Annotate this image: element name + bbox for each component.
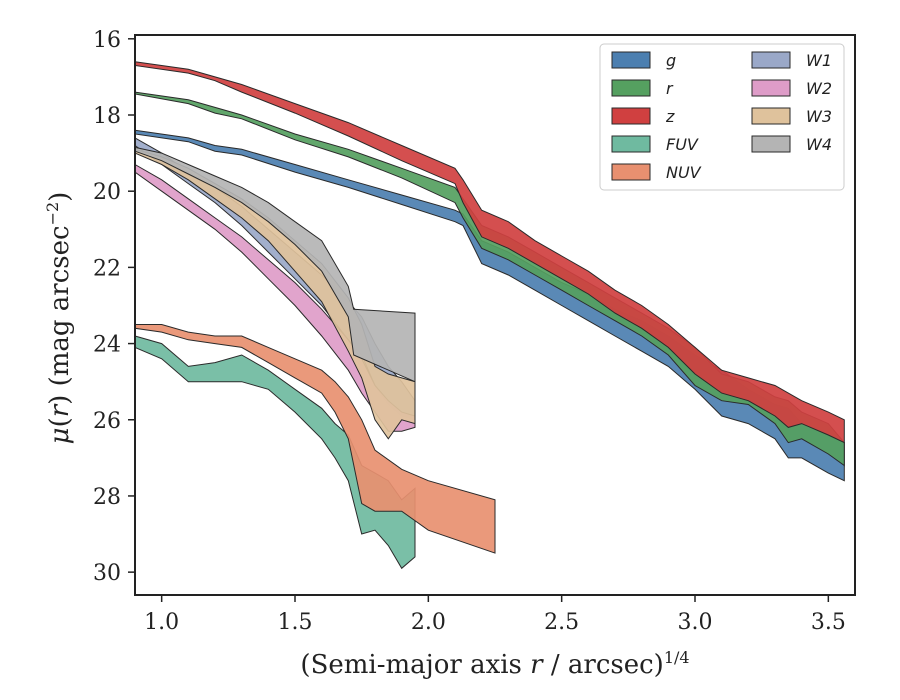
y-tick-label: 22: [93, 256, 121, 281]
x-tick-label: 2.5: [544, 610, 579, 635]
y-tick-label: 16: [93, 28, 121, 53]
legend-label-W4: W4: [806, 135, 832, 154]
x-axis-label: (Semi-major axis r / arcsec)1/4: [300, 648, 689, 680]
x-tick-label: 3.0: [678, 610, 713, 635]
legend-label-W3: W3: [806, 107, 832, 126]
band-FUV: [134, 335, 416, 570]
legend-swatch-W4: [751, 135, 791, 153]
legend-label-g: g: [666, 51, 676, 70]
y-tick-label: 26: [93, 409, 121, 434]
legend-swatch-g: [611, 51, 651, 69]
legend-label-z: z: [665, 107, 675, 126]
y-tick-label: 24: [93, 333, 121, 358]
legend-swatch-W1: [751, 51, 791, 69]
legend: grz FUV NUV W1 W2 W3 W4: [599, 43, 845, 191]
legend-swatch-W3: [751, 107, 791, 125]
legend-label-W1: W1: [806, 51, 832, 70]
x-tick-label: 3.5: [811, 610, 846, 635]
profile-bands: [134, 61, 845, 570]
x-tick-label: 1.5: [278, 610, 313, 635]
x-axis-ticks: 1.0 1.5 2.0 2.5 3.0 3.5: [144, 595, 846, 635]
y-axis-ticks: 16 18 20 22 24 26 28 30: [93, 28, 135, 586]
band-W4: [134, 146, 416, 383]
band-NUV: [134, 324, 496, 554]
band-W2: [134, 163, 416, 432]
y-tick-label: 30: [93, 561, 121, 586]
y-tick-label: 28: [93, 485, 121, 510]
legend-swatch-z: [611, 107, 651, 125]
y-tick-label: 18: [93, 104, 121, 129]
y-axis-label: μ(r) (mag arcsec−2): [43, 192, 75, 445]
legend-swatch-r: [611, 79, 651, 97]
legend-label-r: r: [666, 79, 674, 98]
x-tick-label: 2.0: [411, 610, 446, 635]
legend-swatch-FUV: [611, 135, 651, 153]
x-tick-label: 1.0: [144, 610, 179, 635]
y-tick-label: 20: [93, 180, 121, 205]
band-z: [134, 61, 845, 444]
legend-swatch-W2: [751, 79, 791, 97]
legend-swatch-NUV: [611, 163, 651, 181]
plot-frame: [134, 34, 856, 596]
legend-label-FUV: FUV: [666, 135, 699, 154]
legend-label-NUV: NUV: [666, 163, 702, 182]
legend-label-W2: W2: [806, 79, 832, 98]
